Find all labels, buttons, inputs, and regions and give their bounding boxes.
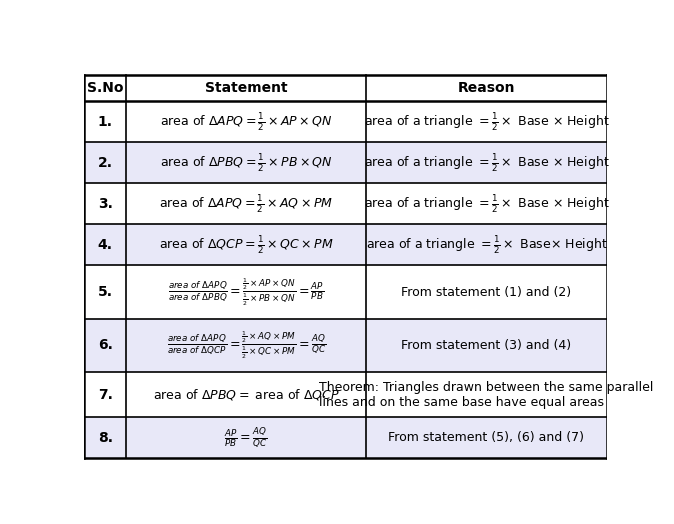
Text: area of $\Delta QCP = \frac{1}{2}\times QC \times PM$: area of $\Delta QCP = \frac{1}{2}\times … — [159, 234, 334, 256]
Text: Statement: Statement — [205, 81, 288, 95]
Text: $\frac{\mathit{area\ of\ }\Delta APQ}{\mathit{area\ of\ }\Delta PBQ} = \frac{\fr: $\frac{\mathit{area\ of\ }\Delta APQ}{\m… — [168, 277, 324, 308]
Bar — [84, 372, 607, 417]
Bar — [84, 101, 607, 142]
Text: From statement (5), (6) and (7): From statement (5), (6) and (7) — [388, 431, 584, 444]
Bar — [84, 319, 607, 372]
Text: Reason: Reason — [458, 81, 515, 95]
Text: 5.: 5. — [98, 285, 113, 299]
Text: From statement (3) and (4): From statement (3) and (4) — [402, 339, 572, 352]
Bar — [84, 75, 607, 101]
Text: 1.: 1. — [98, 115, 113, 129]
Text: S.No: S.No — [87, 81, 123, 95]
Text: area of a triangle $= \frac{1}{2}\times$ Base $\times$ Height: area of a triangle $= \frac{1}{2}\times$… — [364, 111, 609, 133]
Text: 6.: 6. — [98, 339, 113, 353]
Text: area of $\Delta APQ = \frac{1}{2}\times AP \times QN$: area of $\Delta APQ = \frac{1}{2}\times … — [160, 111, 332, 133]
Text: 3.: 3. — [98, 197, 113, 211]
Bar — [84, 265, 607, 319]
Text: $\frac{\mathit{area\ of\ }\Delta APQ}{\mathit{area\ of\ }\Delta QCP} = \frac{\fr: $\frac{\mathit{area\ of\ }\Delta APQ}{\m… — [166, 330, 326, 361]
Bar — [84, 224, 607, 265]
Text: $\frac{AP}{PB} = \frac{AQ}{QC}$: $\frac{AP}{PB} = \frac{AQ}{QC}$ — [224, 426, 268, 450]
Bar — [84, 417, 607, 458]
Text: area of $\Delta PBQ = \frac{1}{2}\times PB \times QN$: area of $\Delta PBQ = \frac{1}{2}\times … — [160, 152, 332, 174]
Text: 4.: 4. — [98, 238, 113, 252]
Text: 7.: 7. — [98, 388, 113, 402]
Bar — [84, 142, 607, 183]
Text: area of a triangle $= \frac{1}{2}\times$ Base $\times$ Height: area of a triangle $= \frac{1}{2}\times$… — [364, 193, 609, 215]
Text: 8.: 8. — [98, 431, 113, 445]
Text: From statement (1) and (2): From statement (1) and (2) — [402, 286, 572, 299]
Text: area of $\Delta APQ = \frac{1}{2}\times AQ \times PM$: area of $\Delta APQ = \frac{1}{2}\times … — [159, 193, 333, 215]
Text: area of $\Delta PBQ =$ area of $\Delta QCP$: area of $\Delta PBQ =$ area of $\Delta Q… — [153, 387, 340, 402]
Text: Theorem: Triangles drawn between the same parallel
lines and on the same base ha: Theorem: Triangles drawn between the sam… — [319, 380, 654, 409]
Bar — [84, 183, 607, 224]
Text: 2.: 2. — [98, 156, 113, 170]
Text: area of a triangle $= \frac{1}{2}\times$ Base$\times$ Height: area of a triangle $= \frac{1}{2}\times$… — [365, 234, 607, 256]
Text: area of a triangle $= \frac{1}{2}\times$ Base $\times$ Height: area of a triangle $= \frac{1}{2}\times$… — [364, 152, 609, 174]
